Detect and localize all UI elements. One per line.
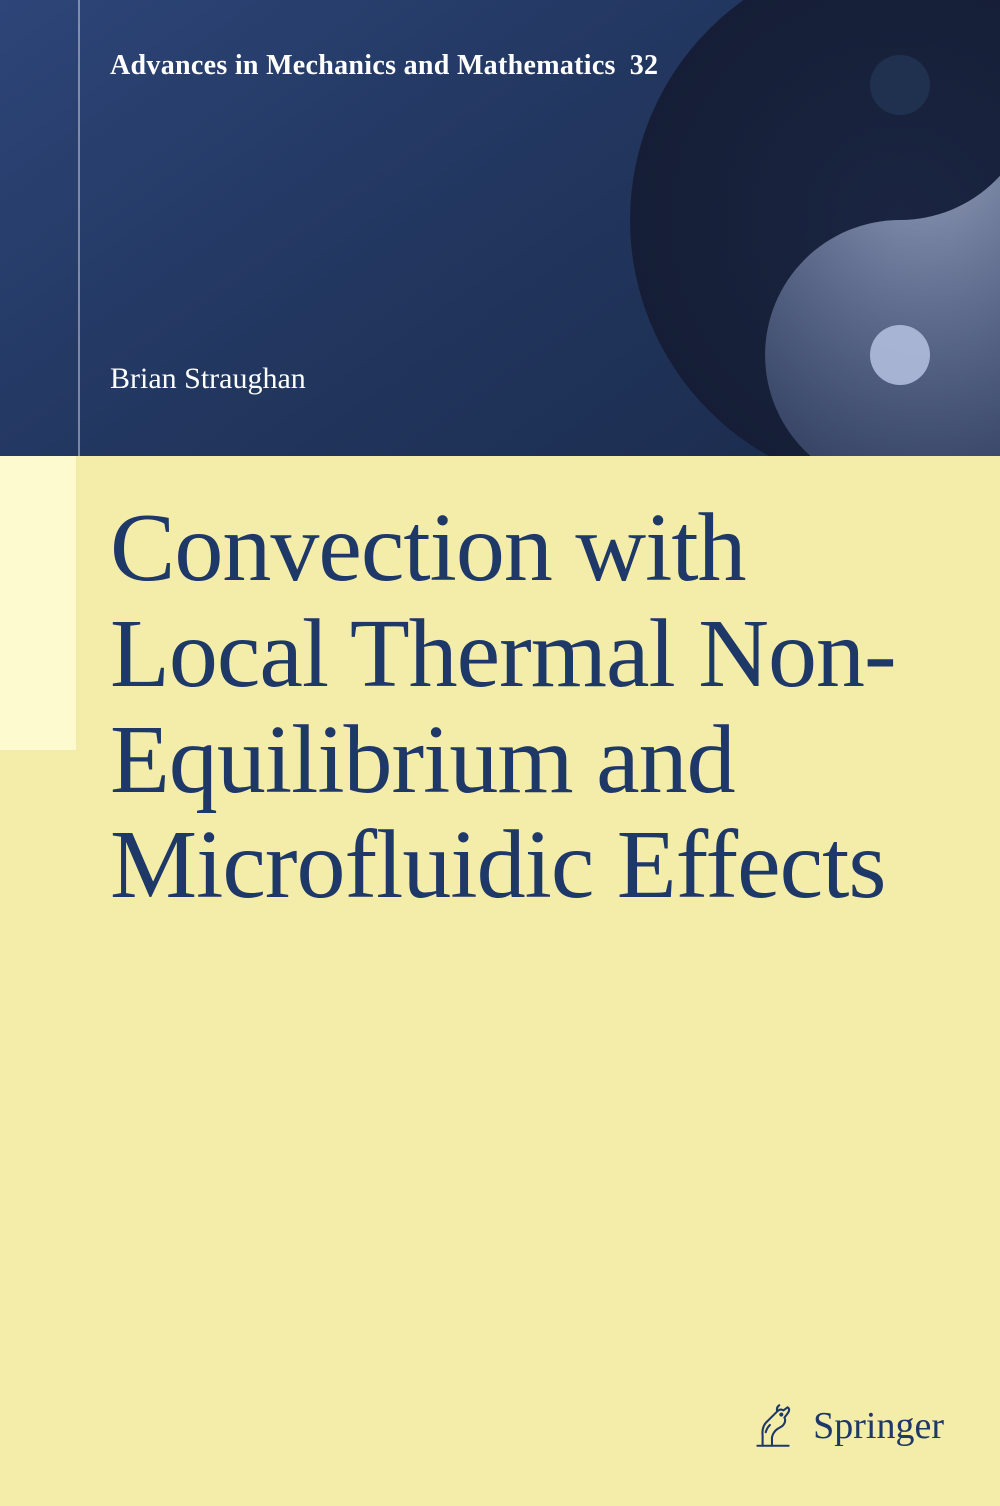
spine-lower: [0, 750, 78, 1506]
cover-bottom-panel: Convection with Local Thermal Non-Equili…: [0, 456, 1000, 1506]
book-cover: Advances in Mechanics and Mathematics32 …: [0, 0, 1000, 1506]
series-label: Advances in Mechanics and Mathematics 32: [110, 50, 658, 82]
publisher-block: Springer: [747, 1400, 944, 1452]
spine-upper: [0, 456, 78, 750]
title-panel: Convection with Local Thermal Non-Equili…: [78, 456, 1000, 1506]
springer-horse-icon: [747, 1400, 799, 1452]
series-number: 32: [630, 50, 659, 81]
book-title: Convection with Local Thermal Non-Equili…: [110, 496, 960, 919]
yin-yang-graphic: [620, 0, 1000, 456]
author-name: Brian Straughan: [110, 362, 306, 396]
publisher-name: Springer: [813, 1404, 944, 1448]
spine-block: [0, 456, 78, 1506]
series-name: Advances in Mechanics and Mathematics: [110, 50, 616, 81]
spine-divider: [78, 0, 80, 456]
cover-top-panel: Advances in Mechanics and Mathematics32 …: [0, 0, 1000, 456]
